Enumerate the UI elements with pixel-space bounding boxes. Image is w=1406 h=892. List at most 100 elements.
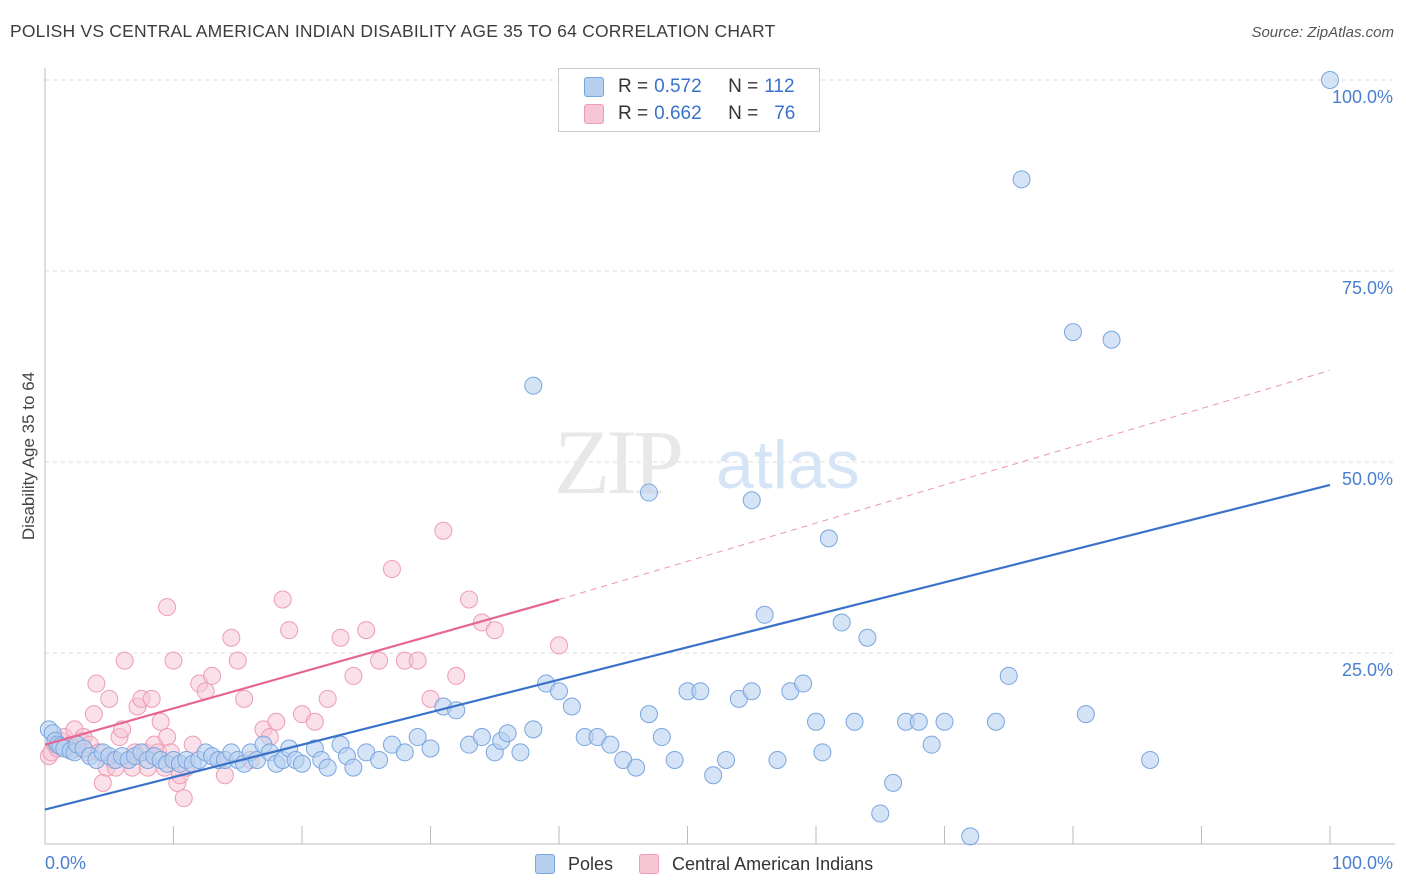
poles-point (1141, 750, 1160, 769)
poles-point (742, 491, 761, 510)
watermark: ZIP atlas (554, 411, 860, 513)
central-american-indians-trend-extension (558, 369, 1331, 600)
central-american-indians-trend-line (44, 598, 560, 746)
central-american-indians-point (408, 651, 427, 670)
source-credit: Source: ZipAtlas.com (1251, 24, 1394, 41)
central-american-indians-point (215, 766, 234, 785)
central-american-indians-point (203, 666, 222, 685)
n-value: 112 (764, 76, 795, 97)
poles-point (768, 750, 787, 769)
poles-point (832, 613, 851, 632)
central-american-indians-point (115, 651, 134, 670)
poles-point (717, 750, 736, 769)
poles-point (755, 605, 774, 624)
central-american-indians-point (151, 712, 170, 731)
poles-point (871, 804, 890, 823)
poles-point (498, 724, 517, 743)
y-tick-label-2: 75.0% (1342, 278, 1393, 298)
r-label: R = (618, 103, 649, 124)
legend-item-central-american-indians: Central American Indians (639, 854, 873, 875)
x-tick-label-min: 0.0% (45, 853, 86, 873)
poles-point (858, 628, 877, 647)
poles-point (909, 712, 928, 731)
poles-point (639, 705, 658, 724)
central-american-indians-point (222, 628, 241, 647)
central-american-indians-point (158, 728, 177, 747)
y-tick-label-1: 50.0% (1342, 469, 1393, 489)
central-american-indians-swatch (584, 104, 604, 124)
central-american-indians-point (318, 689, 337, 708)
r-value: 0.572 (654, 76, 702, 97)
central-american-indians-point (273, 590, 292, 609)
poles-point (999, 666, 1018, 685)
poles-point (1102, 330, 1121, 349)
central-american-indians-point (357, 621, 376, 640)
poles-point (813, 743, 832, 762)
poles-point (819, 529, 838, 548)
central-american-indians-point (228, 651, 247, 670)
central-american-indians-point (434, 521, 453, 540)
poles-point (370, 750, 389, 769)
central-american-indians-point (280, 621, 299, 640)
grid-lines (45, 79, 1395, 654)
poles-point (704, 766, 723, 785)
poles-point (524, 720, 543, 739)
poles-point (742, 682, 761, 701)
central-american-indians-point (331, 628, 350, 647)
central-american-indians-swatch (639, 854, 660, 874)
poles-point (639, 483, 658, 502)
correlation-legend: R = 0.572 N = 112 R = 0.662 N = 76 (558, 68, 820, 132)
x-tick-label-max: 100.0% (1332, 853, 1393, 873)
trend-lines (44, 369, 1331, 811)
central-american-indians-point (460, 590, 479, 609)
central-american-indians-point (447, 666, 466, 685)
poles-trend-line (44, 483, 1331, 811)
legend-row-central-american-indians: R = 0.662 N = 76 (584, 102, 795, 126)
poles-point (627, 758, 646, 777)
poles-point (961, 827, 980, 846)
poles-point (986, 712, 1005, 731)
central-american-indians-point (142, 689, 161, 708)
axes (44, 68, 1395, 845)
central-american-indians-point (84, 705, 103, 724)
poles-point (601, 735, 620, 754)
poles-point (935, 712, 954, 731)
poles-point (408, 728, 427, 747)
poles-point (1076, 705, 1095, 724)
poles-points (39, 71, 1339, 846)
central-american-indians-point (158, 598, 177, 617)
poles-point (665, 750, 684, 769)
poles-point (652, 728, 671, 747)
poles-point (524, 376, 543, 395)
legend-item-poles: Poles (535, 854, 613, 875)
y-axis-label: Disability Age 35 to 64 (19, 372, 38, 540)
central-american-indians-point (100, 689, 119, 708)
poles-point (1064, 323, 1082, 342)
poles-point (1321, 71, 1339, 89)
legend-label-poles: Poles (568, 853, 614, 874)
n-label: N = (728, 103, 759, 124)
poles-point (845, 712, 864, 731)
poles-point (395, 743, 414, 762)
poles-point (794, 674, 813, 693)
r-label: R = (618, 76, 649, 97)
central-american-indians-point (164, 651, 183, 670)
poles-point (511, 743, 530, 762)
series-legend: Poles Central American Indians (535, 852, 899, 876)
central-american-indians-point (235, 689, 254, 708)
central-american-indians-point (93, 773, 112, 792)
poles-point (344, 758, 363, 777)
watermark-zip: ZIP (554, 411, 681, 513)
y-tick-label-0: 25.0% (1342, 660, 1393, 680)
poles-point (1012, 170, 1031, 189)
poles-point (550, 682, 568, 701)
central-american-indians-point (87, 674, 106, 693)
legend-label-central-american-indians: Central American Indians (672, 853, 874, 874)
poles-point (562, 697, 581, 716)
n-value: 76 (774, 103, 796, 124)
tick-labels: 25.0% 50.0% 75.0% 100.0% 0.0% 100.0% (45, 87, 1393, 873)
poles-point (421, 739, 440, 758)
central-american-indians-point (550, 636, 568, 655)
central-american-indians-point (370, 651, 389, 670)
